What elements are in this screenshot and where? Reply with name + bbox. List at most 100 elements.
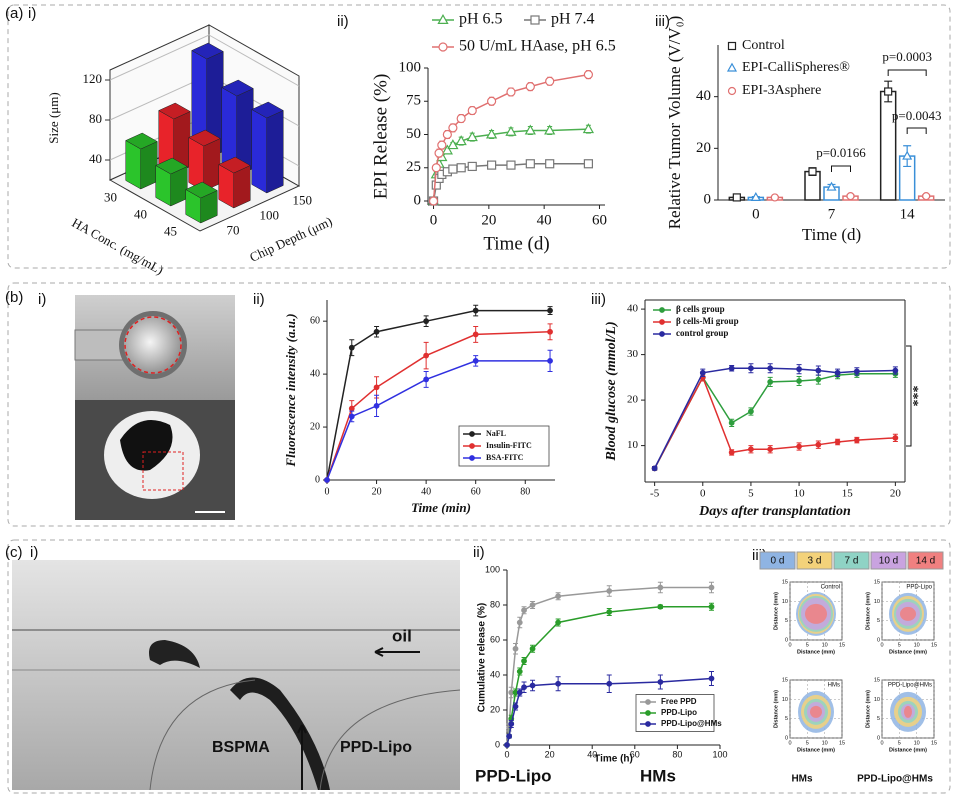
sub-label: iii) [591, 291, 606, 308]
legend-label: pH 6.5 [459, 11, 503, 28]
x-tick-label: 0 [788, 642, 791, 648]
y-tick-label: 10 [627, 439, 639, 451]
data-point [506, 87, 516, 97]
data-point [796, 443, 802, 450]
data-point [472, 307, 479, 314]
series-line [653, 372, 896, 469]
x-tick-label: 60 [592, 212, 607, 228]
legend-swatch [796, 551, 833, 570]
y-tick-label: 0 [495, 739, 500, 749]
y-tick-label: 15 [782, 579, 788, 585]
legend-label: EPI-CalliSpheres® [742, 60, 850, 75]
x-axis-title: Days after transplantation [698, 504, 851, 519]
caption: HMs [640, 766, 676, 785]
x-axis-title: Time (d) [802, 225, 861, 244]
bar-face [155, 157, 188, 175]
series-line [326, 309, 551, 481]
series-line [326, 360, 551, 481]
x-tick-label: 5 [898, 740, 901, 746]
data-point [437, 140, 447, 150]
data-point [505, 125, 517, 136]
data-point [699, 369, 706, 376]
data-point [884, 87, 893, 96]
data-point [728, 419, 735, 426]
caption: PPD-Lipo [475, 766, 552, 785]
legend-marker [726, 62, 738, 72]
data-point [423, 318, 430, 325]
data-point [525, 82, 535, 92]
series-line [653, 375, 896, 469]
data-point [455, 135, 467, 146]
data-point [448, 164, 458, 174]
legend-label: NaFL [486, 429, 506, 438]
data-point [583, 159, 594, 169]
significance-bracket [831, 165, 851, 172]
legend-label: 14 d [916, 556, 935, 567]
y-tick-label: 5 [785, 618, 788, 624]
legend-label: BSA-FITC [486, 453, 524, 462]
significance-bracket [887, 69, 927, 76]
y-tick-label: 150 [293, 192, 313, 207]
plot-label: HMs [828, 683, 840, 689]
bar-face [191, 42, 224, 60]
plot-label: Control [821, 585, 840, 591]
bar-face [158, 102, 191, 120]
data-point [767, 365, 774, 372]
legend-marker [469, 431, 475, 437]
data-point [324, 477, 330, 483]
legend-marker [469, 443, 475, 449]
data-point [512, 703, 519, 710]
x-axis-title: Time (min) [411, 500, 471, 515]
bar-face [203, 138, 221, 192]
y-tick-label: 100 [399, 59, 422, 75]
legend-swatch [907, 551, 944, 570]
data-point [487, 160, 497, 170]
data-point [466, 131, 478, 142]
y-tick-label: 60 [490, 634, 500, 644]
data-point [506, 160, 516, 170]
x-tick-label: 0 [880, 642, 883, 648]
legend-label: Insulin-FITC [486, 441, 532, 450]
data-point [853, 437, 860, 444]
data-point [846, 192, 855, 201]
legend-label: Free PPD [661, 697, 697, 706]
y-tick-label: 15 [874, 579, 880, 585]
data-point [767, 379, 774, 385]
x-tick-label: 40 [421, 486, 431, 497]
y-tick-label: 5 [877, 618, 880, 624]
z-tick-label: 40 [89, 151, 102, 166]
data-point [348, 413, 355, 420]
data-point [485, 128, 498, 139]
data-point [434, 148, 444, 158]
data-point [834, 369, 841, 376]
data-point [529, 682, 536, 689]
y-tick-label: 20 [310, 421, 320, 432]
y-tick-label: 10 [782, 697, 788, 703]
legend-label: control group [676, 328, 728, 338]
x-tick-label: -5 [650, 488, 660, 500]
x-tick-label: 45 [164, 223, 177, 238]
y-tick-label: 80 [490, 599, 500, 609]
y-tick-label: 75 [406, 93, 421, 109]
bar-face [140, 141, 158, 190]
data-point [441, 144, 453, 155]
data-point [456, 113, 466, 124]
legend-marker [659, 319, 665, 325]
data-point [472, 357, 479, 364]
x-tick-label: 30 [104, 189, 117, 204]
legend-swatch [833, 551, 870, 570]
y-tick-label: 40 [696, 88, 711, 104]
y-tick-label: 10 [782, 599, 788, 605]
legend-label: 7 d [845, 556, 859, 567]
data-point [547, 357, 553, 364]
data-point [555, 619, 562, 626]
x-tick-label: 10 [914, 740, 920, 746]
legend-marker [469, 455, 475, 461]
data-point [428, 196, 439, 206]
panel-label: (b) [5, 289, 23, 306]
data-point [732, 193, 741, 202]
data-point [373, 384, 380, 391]
data-point [423, 376, 430, 383]
caption: HMs [791, 774, 813, 785]
data-point [796, 378, 802, 384]
